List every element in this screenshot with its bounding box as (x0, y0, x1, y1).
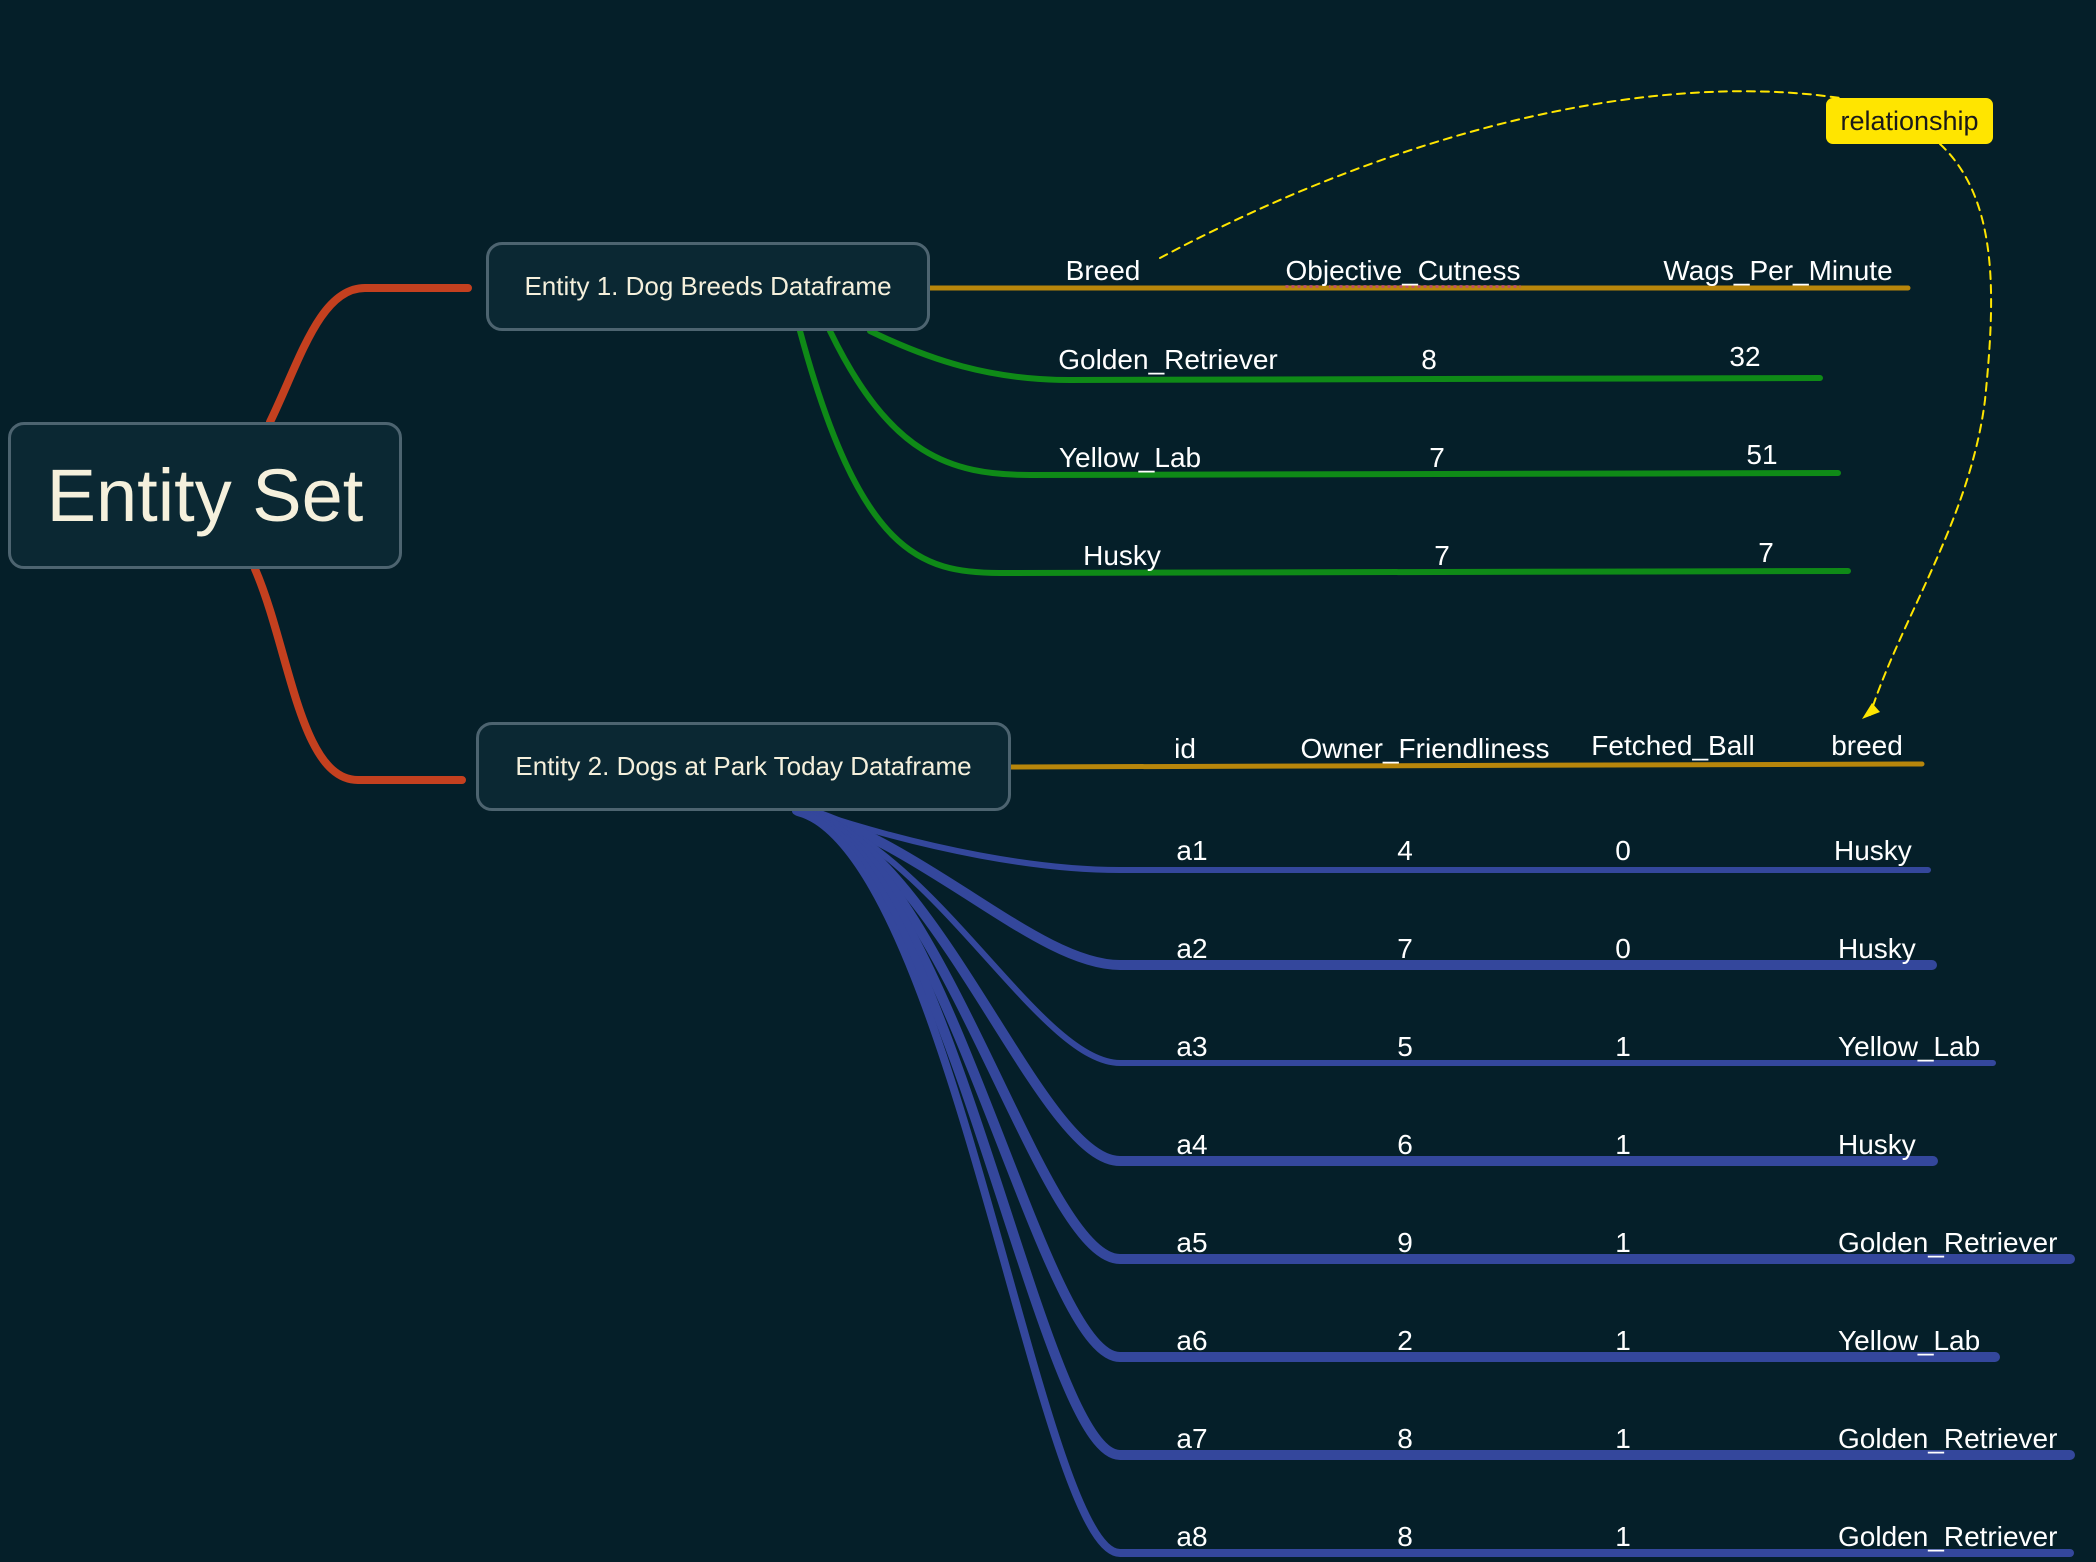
entity1-cell: 32 (1729, 341, 1761, 372)
entity2-breed-cell: Husky (1834, 835, 1912, 866)
entity2-breed-cell: Husky (1838, 1129, 1916, 1160)
entity2-friendliness-cell: 8 (1397, 1423, 1413, 1454)
entity2-fetched-cell: 1 (1615, 1423, 1631, 1454)
cutness-column-header: Objective_Cutness (1285, 255, 1521, 286)
entity1-cell: 7 (1758, 537, 1774, 568)
entity1-cell: Golden_Retriever (1058, 344, 1278, 375)
breed-column-header: Breed (1065, 255, 1141, 286)
entity2-fetched-cell: 1 (1615, 1129, 1631, 1160)
entity2-row-branch (795, 806, 2000, 1362)
entity2-id-cell: a8 (1176, 1521, 1208, 1552)
entity2-breed-cell: Golden_Retriever (1838, 1423, 2058, 1454)
relationship-link-breed (1159, 90, 1841, 259)
entity1-cell: 7 (1434, 540, 1450, 571)
entity2-row-branch (792, 807, 2074, 1557)
entity1-cell: Yellow_Lab (1058, 442, 1202, 473)
entity2-row-branch (803, 806, 1937, 970)
entity2-fetched-cell: 1 (1615, 1325, 1631, 1356)
entity2-fetched-cell: 1 (1615, 1031, 1631, 1062)
id-column-header: id (1174, 733, 1196, 764)
entity2-id-cell: a5 (1176, 1227, 1208, 1258)
root-branch-entity1 (266, 284, 472, 426)
entity1-cell: Husky (1083, 540, 1161, 571)
entity1-row-branch (797, 328, 1851, 577)
entity2-fetched-cell: 1 (1615, 1521, 1631, 1552)
entity1-row-branch (867, 328, 1823, 384)
entity2-row-branch (807, 808, 1931, 873)
entity2-friendliness-cell: 6 (1397, 1129, 1413, 1160)
entity2-friendliness-cell: 5 (1397, 1031, 1413, 1062)
entity2-breed-cell: Golden_Retriever (1838, 1521, 2058, 1552)
entity2-fetched-cell: 0 (1615, 933, 1631, 964)
entity1-cell: 8 (1421, 344, 1437, 375)
entity2-header-branch (1008, 761, 1925, 770)
root-branch-entity2 (251, 565, 466, 784)
entity2-fetched-cell: 0 (1615, 835, 1631, 866)
entity1-cell: 7 (1429, 442, 1445, 473)
entity2-id-cell: a2 (1176, 933, 1208, 964)
entity2-friendliness-cell: 4 (1397, 835, 1413, 866)
entity2-friendliness-cell: 2 (1397, 1325, 1413, 1356)
entity2-id-cell: a4 (1176, 1129, 1208, 1160)
breed-fk-column-header: breed (1831, 730, 1903, 761)
relationship-arrowhead-icon (1862, 703, 1880, 719)
entity2-id-cell: a7 (1176, 1423, 1208, 1454)
entity1-row-branch (827, 328, 1841, 479)
relationship-link-breed-fk (1869, 143, 1993, 716)
wags-column-header: Wags_Per_Minute (1663, 255, 1893, 286)
fetched-column-header: Fetched_Ball (1591, 730, 1755, 761)
entity2-id-cell: a6 (1176, 1325, 1208, 1356)
entity2-friendliness-cell: 7 (1397, 933, 1413, 964)
entity2-node[interactable]: Entity 2. Dogs at Park Today Dataframe (476, 722, 1011, 811)
entity2-id-cell: a1 (1176, 835, 1208, 866)
entity2-breed-cell: Golden_Retriever (1838, 1227, 2058, 1258)
entity2-breed-cell: Yellow_Lab (1838, 1031, 1981, 1062)
entity2-friendliness-cell: 8 (1397, 1521, 1413, 1552)
entity2-friendliness-cell: 9 (1397, 1227, 1413, 1258)
entity2-breed-cell: Yellow_Lab (1838, 1325, 1981, 1356)
entity1-node[interactable]: Entity 1. Dog Breeds Dataframe (486, 242, 930, 331)
entity2-id-cell: a3 (1176, 1031, 1208, 1062)
friendliness-column-header: Owner_Friendliness (1300, 733, 1550, 764)
entity1-cell: 51 (1746, 439, 1778, 470)
entity2-fetched-cell: 1 (1615, 1227, 1631, 1258)
entity2-breed-cell: Husky (1838, 933, 1916, 964)
entity-set-root-node[interactable]: Entity Set (8, 422, 402, 569)
relationship-tag[interactable]: relationship (1826, 98, 1993, 144)
